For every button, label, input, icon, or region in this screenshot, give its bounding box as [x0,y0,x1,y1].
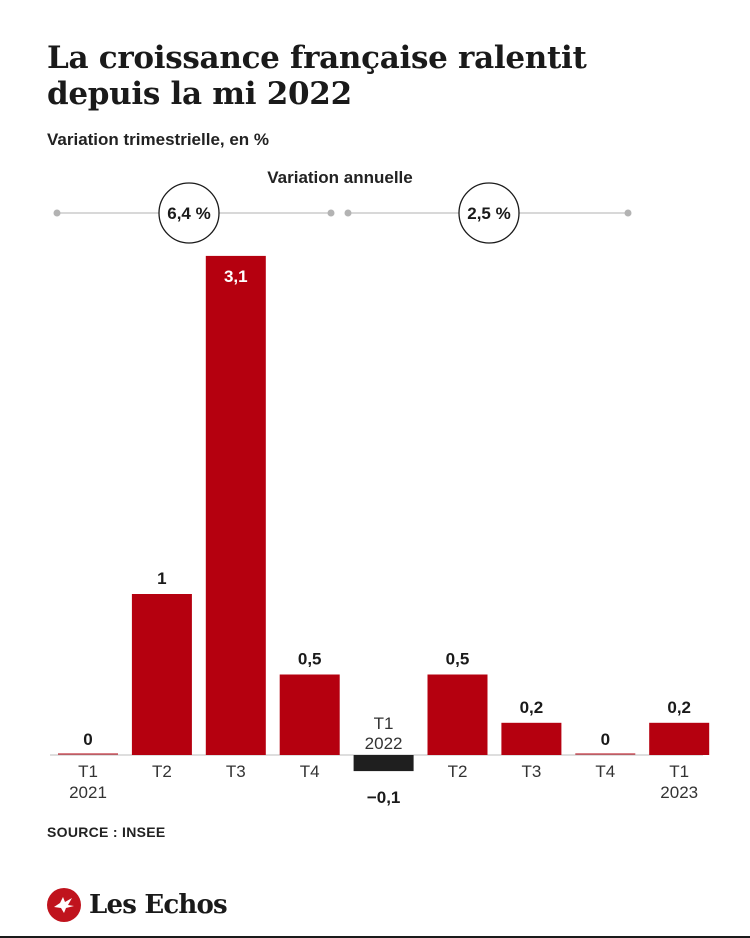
data-label: 0,5 [298,650,322,669]
annual-bracket-end-dot [327,209,335,217]
x-tick-label: T2 [448,762,468,781]
data-label: 0,2 [667,698,691,717]
bar [279,674,340,755]
bar [649,722,710,755]
bottom-rule [0,936,750,938]
x-tick-label: 2023 [660,783,698,802]
x-tick-label: 2021 [69,783,107,802]
x-tick-label: T1 [669,762,689,781]
x-tick-label: T2 [152,762,172,781]
x-tick-label: T3 [226,762,246,781]
annual-variation-value: 2,5 % [467,204,510,223]
les-echos-emblem-icon [47,888,81,922]
x-tick-label: T1 [78,762,98,781]
bar [501,722,562,755]
annual-bracket-end-dot [624,209,632,217]
x-tick-label: 2022 [365,734,403,753]
data-label: 0 [83,730,92,749]
data-label: 1 [157,569,166,588]
source-note: SOURCE : INSEE [47,824,166,840]
bar [353,755,414,772]
data-label: −0,1 [367,788,401,807]
bar [427,674,488,755]
annual-variation-badge [158,182,220,244]
bar [205,255,266,755]
x-tick-label: T3 [521,762,541,781]
x-tick-label: T4 [595,762,615,781]
x-tick-label: T4 [300,762,320,781]
data-label: 0,2 [520,698,544,717]
annual-variation-badge [458,182,520,244]
data-label: 0,5 [446,650,470,669]
brand-name: Les Echos [89,890,228,920]
data-label: 0 [601,730,610,749]
bar [131,594,192,755]
annual-variation-value: 6,4 % [167,204,210,223]
annual-bracket-end-dot [53,209,61,217]
x-tick-label: T1 [374,714,394,733]
data-label: 3,1 [224,267,248,286]
brand-logo: Les Echos [47,888,228,922]
annual-variation-label: Variation annuelle [267,168,413,187]
chart-subtitle: Variation trimestrielle, en % [47,130,270,149]
annual-bracket-end-dot [344,209,352,217]
chart-title: La croissance française ralentit depuis … [47,40,587,112]
